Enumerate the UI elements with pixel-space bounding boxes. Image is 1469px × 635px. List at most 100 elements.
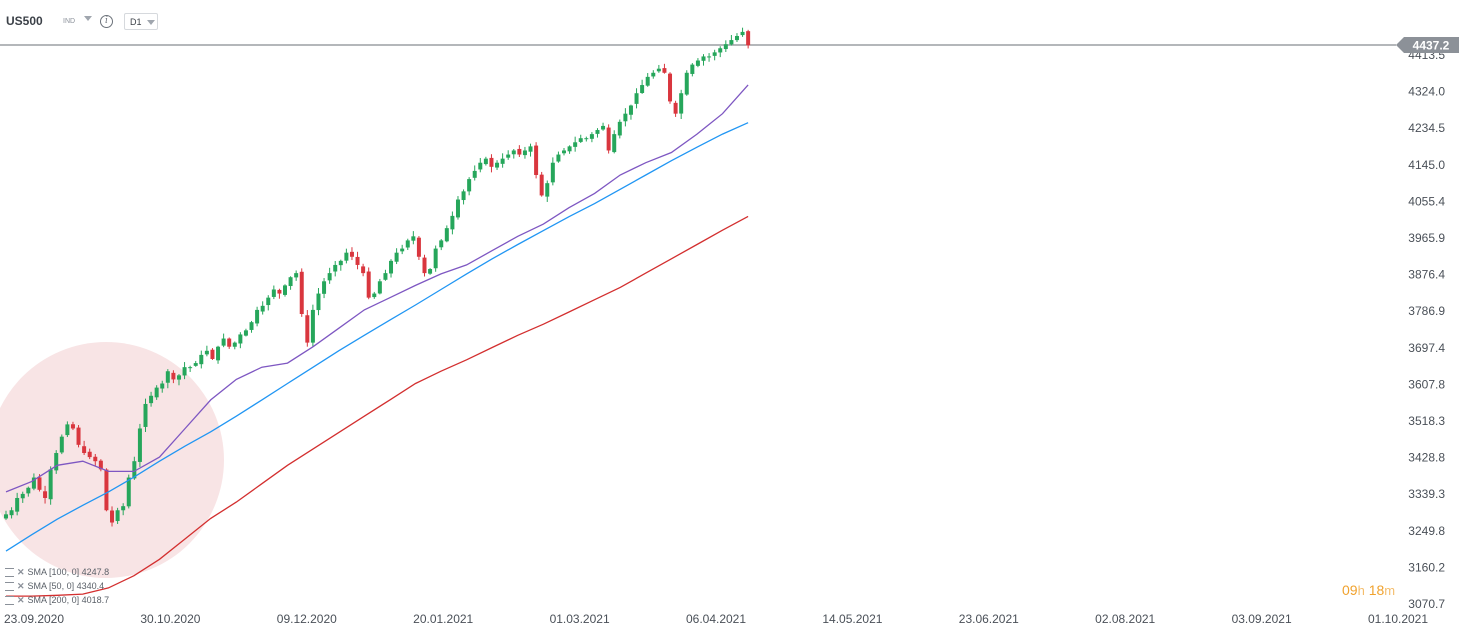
candle [9,507,14,519]
candle [617,119,622,139]
x-axis: 23.09.2020 30.10.2020 09.12.2020 20.01.2021… [4,612,1428,626]
candle [428,268,433,275]
candle [628,104,633,120]
countdown-minutes: 18 [1368,582,1385,598]
candle [645,73,650,87]
close-icon[interactable]: ✕ [17,581,25,591]
legend-item[interactable]: ✕ SMA [200, 0] 4018.7 [5,595,109,606]
candle [372,291,377,299]
candle [188,365,193,372]
y-tick-label: 3339.3 [1408,487,1445,501]
candle [76,425,81,448]
y-tick-label: 3249.8 [1408,524,1445,538]
menu-icon[interactable] [5,568,14,578]
timeframe-select[interactable]: D1 [124,13,158,30]
candle [411,231,416,245]
candle [65,421,70,438]
info-icon[interactable]: i [100,15,113,28]
candle [165,369,170,389]
menu-icon[interactable] [5,582,14,592]
candle [640,79,645,94]
candle [651,70,656,79]
y-tick-label: 4145.0 [1408,158,1445,172]
candle [98,459,103,472]
candle [707,53,712,62]
chevron-down-icon [147,20,155,25]
candle [255,306,260,327]
candle [684,70,689,96]
candle [534,142,539,179]
candle [517,145,522,158]
candle [433,245,438,272]
candle [48,466,53,505]
candle [405,238,410,251]
timeframe-label: D1 [130,17,142,27]
x-tick-label: 03.09.2021 [1232,612,1292,626]
countdown-hours-unit: h [1357,583,1365,598]
y-tick-label: 4324.0 [1408,85,1445,99]
candle [472,165,477,181]
candle [584,136,589,142]
candle [522,146,527,159]
candle [15,492,20,516]
bar-countdown: 09h 18m [1342,582,1395,598]
candle [495,160,500,170]
candle [149,391,154,407]
candle [740,27,745,37]
instrument-type-label: IND [63,18,76,25]
candle [528,143,533,157]
candle [361,263,366,277]
candle [545,180,550,202]
y-tick-label: 3786.9 [1408,304,1445,318]
candle [59,434,64,455]
symbol-dropdown-icon[interactable] [84,16,92,21]
candle [182,362,187,380]
candle [400,244,405,255]
legend-item[interactable]: ✕ SMA [50, 0] 4340.4 [5,581,104,592]
sma-lines-group [5,84,749,597]
candle [612,130,617,154]
candle [327,267,332,284]
candle [394,248,399,265]
candle [439,239,444,251]
candle [288,276,293,290]
candle [712,49,717,61]
candle [623,108,628,127]
legend-label: SMA [200, 0] 4018.7 [27,595,110,605]
symbol-label[interactable]: US500 [6,14,43,28]
candle [478,157,483,173]
candles-group [4,27,751,527]
last-price-marker: 4437.2 [1396,37,1459,53]
sma-100-line [5,122,749,552]
candle [171,370,176,384]
menu-icon[interactable] [5,596,14,606]
close-icon[interactable]: ✕ [17,595,25,605]
candle [567,145,572,154]
candle [500,153,505,168]
candle [377,278,382,295]
candle [322,278,327,299]
candle [389,259,394,278]
candle [444,225,449,243]
candle [550,157,555,186]
candle [366,267,371,300]
x-tick-label: 01.03.2021 [550,612,610,626]
close-icon[interactable]: ✕ [17,567,25,577]
candle [601,122,606,131]
candle [204,345,209,357]
legend-label: SMA [50, 0] 4340.4 [27,581,105,591]
candle [227,337,232,349]
y-tick-label: 3070.7 [1408,597,1445,611]
x-tick-label: 20.01.2021 [413,612,473,626]
candle [132,456,137,480]
legend-item[interactable]: ✕ SMA [100, 0] 4247.8 [5,567,109,578]
candle [556,151,561,163]
candle [338,259,343,271]
y-tick-label: 3428.8 [1408,451,1445,465]
candle [43,485,48,504]
y-tick-label: 3607.8 [1408,377,1445,391]
candle [701,54,706,66]
candle [216,345,221,364]
y-tick-label: 4234.5 [1408,121,1445,135]
